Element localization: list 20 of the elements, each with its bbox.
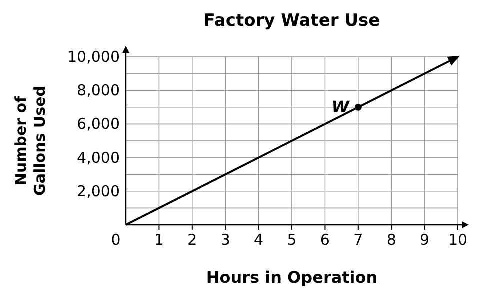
y-axis-title: Number of Gallons Used xyxy=(12,86,49,196)
x-tick-label: 3 xyxy=(220,231,230,249)
x-axis-title: Hours in Operation xyxy=(206,268,378,287)
x-tick-label: 4 xyxy=(254,231,264,249)
x-tick-label: 10 xyxy=(448,231,468,249)
x-tick-label: 1 xyxy=(154,231,164,249)
x-tick-label: 8 xyxy=(386,231,396,249)
y-tick-label: 6,000 xyxy=(77,115,120,134)
x-tick-label: 9 xyxy=(420,231,430,249)
annotation: W xyxy=(332,97,351,116)
x-tick-label: 0 xyxy=(111,231,121,249)
chart-title: Factory Water Use xyxy=(204,11,380,31)
y-tick-label: 8,000 xyxy=(77,82,120,100)
y-tick-label: 10,000 xyxy=(68,48,120,66)
x-tick-label: 6 xyxy=(320,231,330,249)
x-tick-label: 5 xyxy=(287,231,297,249)
x-tick-label: 2 xyxy=(188,231,198,249)
y-tick-label: 4,000 xyxy=(77,148,120,167)
y-tick-label: 2,000 xyxy=(77,182,120,200)
x-tick-label: 7 xyxy=(354,231,364,249)
